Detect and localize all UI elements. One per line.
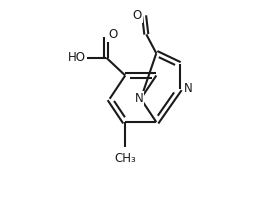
Text: N: N: [184, 82, 193, 95]
Text: HO: HO: [68, 51, 86, 64]
Text: N: N: [135, 92, 143, 105]
Text: CH₃: CH₃: [114, 152, 136, 165]
Text: O: O: [109, 28, 118, 41]
Text: O: O: [133, 9, 142, 22]
